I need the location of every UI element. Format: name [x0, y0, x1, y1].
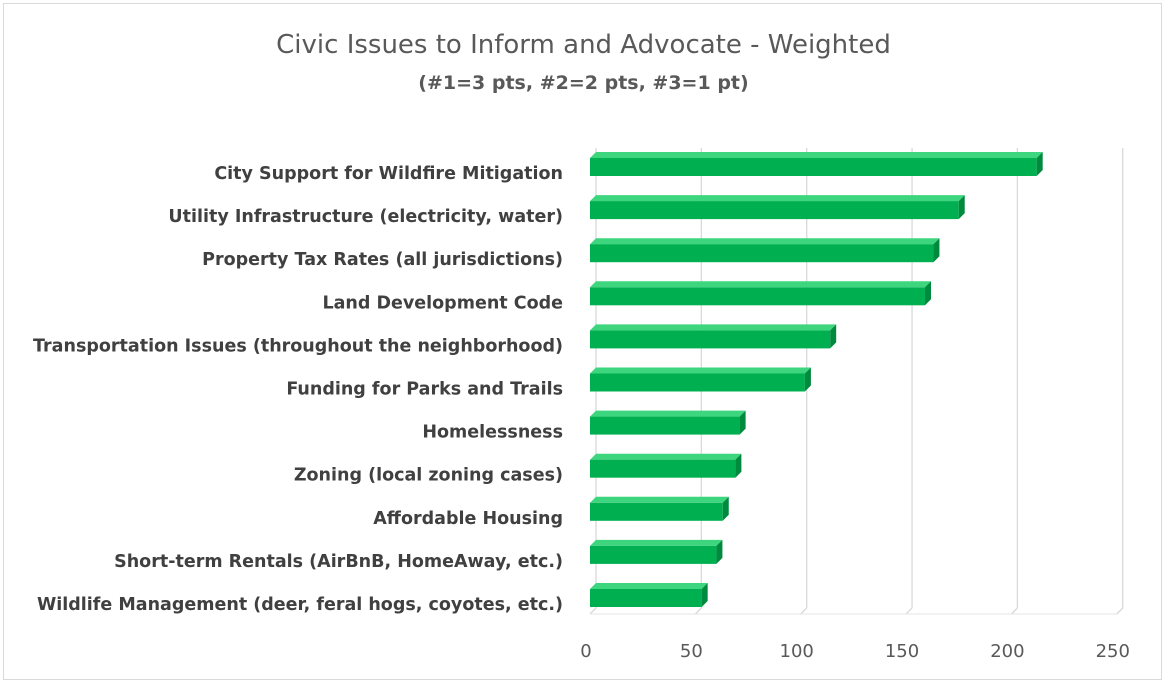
category-label: Zoning (local zoning cases) [294, 466, 563, 486]
bar-front-face [590, 502, 723, 521]
bar-front-face [590, 589, 702, 607]
gridline-floor [694, 607, 702, 615]
bar [590, 496, 729, 521]
category-label: Transportation Issues (throughout the ne… [33, 336, 563, 356]
bar-front-face [590, 330, 831, 349]
category-label: Land Development Code [322, 293, 563, 313]
x-tick-label: 150 [885, 641, 919, 662]
bar-top-face [590, 453, 742, 460]
category-labels: City Support for Wildfire Mitigation Util… [33, 164, 563, 615]
bar [590, 195, 965, 220]
bar-end-face [1036, 152, 1043, 176]
category-label: Affordable Housing [373, 509, 563, 529]
bar [590, 324, 837, 349]
bar-end-face [958, 195, 965, 220]
bar-end-face [925, 281, 932, 306]
gridline-floor [905, 607, 913, 615]
bar [590, 453, 742, 478]
bar-top-face [590, 152, 1043, 158]
bar-top-face [590, 583, 708, 589]
x-tick-label: 200 [990, 641, 1024, 662]
bar-front-face [590, 244, 934, 263]
bar-end-face [804, 367, 811, 392]
category-label: Homelessness [422, 423, 563, 443]
bar-front-face [590, 416, 740, 435]
gridline-floor [800, 607, 808, 615]
bar-top-face [590, 281, 932, 288]
x-axis-tick-labels: 0 50 100 150 200 250 [580, 641, 1130, 662]
bar-front-face [590, 287, 926, 306]
bar-end-face [735, 453, 742, 478]
bar-top-face [590, 324, 837, 331]
category-label: Utility Infrastructure (electricity, wat… [168, 207, 563, 227]
bar [590, 367, 811, 392]
x-tick-label: 100 [780, 641, 814, 662]
bar-front-face [590, 459, 736, 478]
chart-title: Civic Issues to Inform and Advocate - We… [276, 30, 891, 60]
bar [590, 281, 932, 306]
bar-end-face [701, 583, 708, 607]
bar-top-face [590, 367, 811, 374]
category-label: Short-term Rentals (AirBnB, HomeAway, et… [114, 552, 563, 572]
gridline-floor [589, 607, 597, 615]
x-tick-label: 0 [580, 641, 591, 662]
chart-subtitle: (#1=3 pts, #2=2 pts, #3=1 pt) [418, 72, 749, 94]
bars [590, 152, 1043, 607]
bar [590, 539, 723, 564]
category-label: Property Tax Rates (all jurisdictions) [202, 250, 563, 270]
bar-front-face [590, 201, 959, 220]
bar-front-face [590, 373, 805, 392]
bar-end-face [722, 496, 729, 521]
bar-front-face [590, 158, 1037, 176]
bar-top-face [590, 238, 940, 245]
bar-top-face [590, 195, 965, 202]
category-label: Funding for Parks and Trails [286, 380, 563, 400]
bar [590, 152, 1043, 176]
bar [590, 410, 746, 435]
chart-frame [3, 3, 1162, 680]
gridline-floor [1116, 607, 1124, 615]
bar-end-face [739, 410, 746, 435]
bar-end-face [830, 324, 837, 349]
bar [590, 238, 940, 263]
category-label: City Support for Wildfire Mitigation [214, 164, 563, 184]
x-tick-label: 50 [680, 641, 703, 662]
bar [590, 583, 708, 607]
bar-top-face [590, 539, 723, 546]
gridline-floor [1010, 607, 1018, 615]
category-label: Wildlife Management (deer, feral hogs, c… [37, 595, 563, 615]
bar-top-face [590, 410, 746, 417]
bar-end-face [933, 238, 940, 263]
bar-end-face [716, 539, 723, 564]
x-tick-label: 250 [1096, 641, 1130, 662]
bar-top-face [590, 496, 729, 503]
bar-front-face [590, 545, 717, 564]
